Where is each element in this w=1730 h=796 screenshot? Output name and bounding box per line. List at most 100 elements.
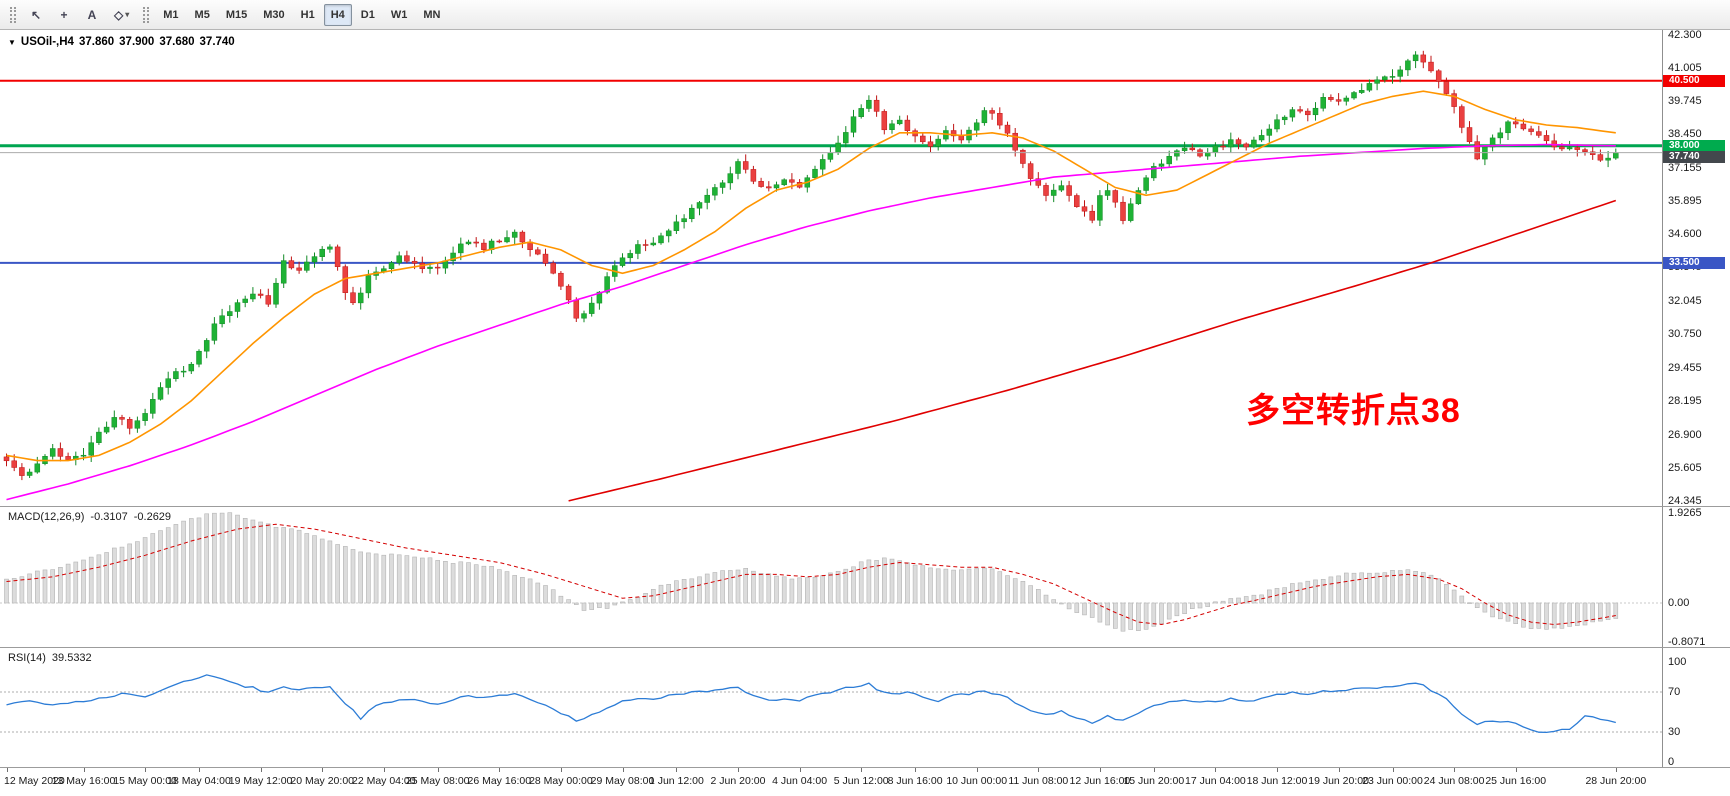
symbol-ohlc-label: ▼ USOil-,H4 37.860 37.900 37.680 37.740 (8, 36, 240, 48)
time-axis-label: 24 Jun 08:00 (1423, 775, 1485, 787)
macd-indicator-label: MACD(12,26,9) -0.3107 -0.2629 (8, 511, 177, 523)
price-axis-label: 25.605 (1668, 462, 1702, 475)
price-tag-40.500: 40.500 (1663, 74, 1725, 87)
rsi-value: 39.5332 (51, 652, 92, 664)
time-tick (1038, 768, 1040, 772)
chart-annotation-text[interactable]: 多空转折点38 (1246, 392, 1461, 430)
time-axis-label: 1 Jun 12:00 (648, 775, 704, 787)
time-tick (738, 768, 739, 772)
macd-axis[interactable]: 1.9265 0.00 -0.8071 (1662, 507, 1730, 648)
time-axis[interactable]: 12 May 2020 13 May 16:00 15 May 00:00 18 Ma… (0, 768, 1730, 796)
time-tick (622, 768, 624, 772)
timeframe-button-W1[interactable]: W1 (390, 8, 408, 21)
timeframe-button-M15[interactable]: M15 (225, 8, 248, 21)
price-axis-label: 28.195 (1668, 394, 1702, 407)
time-tick (1099, 768, 1101, 772)
rsi-axis-label: 70 (1668, 686, 1681, 698)
time-axis-label: 20 May 20:00 (290, 775, 355, 787)
time-axis-label: 13 May 16:00 (51, 775, 116, 787)
time-tick (1515, 768, 1517, 772)
macd-axis-label: 1.9265 (1668, 507, 1702, 519)
macd-signal-line (6, 523, 1616, 626)
toolbar: ↖ + A ◇ ▾ M1 M5 M15 M30 H1 H4 D1 W1 MN (0, 0, 1730, 30)
time-axis-label: 19 May 12:00 (228, 775, 293, 787)
time-tick (322, 768, 324, 772)
rsi-line (6, 674, 1616, 734)
low-value: 37.680 (159, 36, 195, 48)
time-tick (1215, 768, 1217, 772)
timeframe-button-M1[interactable]: M1 (163, 8, 179, 21)
crosshair-tool-button[interactable]: + (60, 7, 68, 22)
price-axis-label: 26.900 (1668, 428, 1702, 441)
time-axis-label: 22 May 04:00 (351, 775, 416, 787)
macd-axis-label: -0.8071 (1668, 635, 1706, 648)
main-chart-canvas[interactable] (0, 30, 1662, 506)
time-tick (1392, 768, 1394, 772)
time-axis-label: 19 Jun 20:00 (1308, 775, 1369, 787)
timeframe-button-H4[interactable]: H4 (323, 3, 352, 26)
time-tick (1338, 768, 1340, 772)
time-tick (6, 768, 8, 772)
time-tick (260, 768, 262, 772)
time-axis-label: 28 Jun 20:00 (1585, 775, 1647, 787)
time-axis-label: 12 May 2020 (4, 775, 65, 787)
time-tick (199, 768, 200, 772)
macd-histogram (4, 512, 1619, 632)
timeframe-button-D1[interactable]: D1 (360, 8, 375, 21)
macd-name: MACD(12,26,9) (8, 511, 85, 523)
time-axis-label: 15 May 00:00 (113, 775, 177, 787)
rsi-panel-canvas[interactable] (0, 648, 1662, 767)
timeframe-button-M5[interactable]: M5 (194, 8, 210, 21)
price-axis-label: 42.300 (1668, 29, 1702, 41)
text-label-tool-button[interactable]: A (87, 7, 97, 22)
time-tick (861, 768, 863, 772)
macd-signal-value: -0.2629 (133, 511, 172, 523)
pointer-tool-button[interactable]: ↖ (30, 7, 42, 22)
time-axis-label: 2 Jun 20:00 (710, 775, 766, 787)
price-axis-label: 32.045 (1668, 294, 1702, 307)
time-tick (145, 768, 147, 772)
toolbar-grip-2[interactable] (143, 6, 150, 23)
price-axis-label: 29.455 (1668, 362, 1702, 375)
timeframe-button-M30[interactable]: M30 (263, 8, 285, 21)
time-tick (437, 768, 439, 772)
expand-arrow-icon[interactable]: ▼ (8, 38, 16, 47)
time-axis-label: 5 Jun 12:00 (833, 775, 889, 787)
toolbar-tools: ↖ + A ◇ ▾ (22, 4, 137, 26)
shapes-tool-button[interactable]: ◇ ▾ (114, 7, 130, 22)
price-axis-label: 24.345 (1668, 495, 1702, 507)
price-axis-label: 34.600 (1668, 228, 1702, 241)
toolbar-grip[interactable] (10, 6, 16, 23)
rsi-axis-label: 0 (1668, 756, 1675, 768)
time-axis-label: 15 Jun 20:00 (1123, 775, 1185, 787)
time-axis-label: 26 May 16:00 (467, 775, 532, 787)
price-tag-37.740: 37.740 (1663, 150, 1725, 163)
time-axis-label: 25 May 08:00 (405, 775, 470, 787)
time-axis-label: 29 May 08:00 (590, 775, 655, 787)
time-axis-label: 23 Jun 00:00 (1362, 775, 1423, 787)
time-tick (976, 768, 978, 772)
rsi-indicator-label: RSI(14) 39.5332 (8, 652, 98, 664)
ma-mid-magenta-line (6, 143, 1616, 501)
timeframe-button-H1[interactable]: H1 (300, 8, 315, 21)
timeframe-button-MN[interactable]: MN (423, 8, 441, 21)
macd-axis-label: 0.00 (1668, 597, 1690, 609)
time-tick (83, 768, 85, 772)
time-tick (676, 768, 678, 772)
time-tick (383, 768, 385, 772)
macd-panel-canvas[interactable] (0, 507, 1662, 647)
price-axis-label: 37.155 (1668, 161, 1702, 174)
price-axis[interactable]: 42.300 41.005 39.745 38.450 37.155 35.895 34.6… (1662, 29, 1730, 507)
time-tick (1454, 768, 1456, 772)
dropdown-caret-icon: ▾ (125, 10, 130, 19)
price-axis-label: 41.005 (1668, 61, 1702, 74)
price-axis-label: 39.745 (1668, 94, 1702, 107)
rsi-axis[interactable]: 100 70 30 0 (1662, 648, 1730, 768)
open-value: 37.860 (78, 36, 115, 48)
time-axis-label: 18 May 04:00 (167, 775, 231, 787)
time-tick (1153, 768, 1155, 772)
price-axis-label: 30.750 (1668, 328, 1702, 341)
panel-resize-separator[interactable] (0, 647, 1730, 648)
panel-resize-separator[interactable] (0, 506, 1730, 507)
time-tick (1615, 768, 1617, 772)
